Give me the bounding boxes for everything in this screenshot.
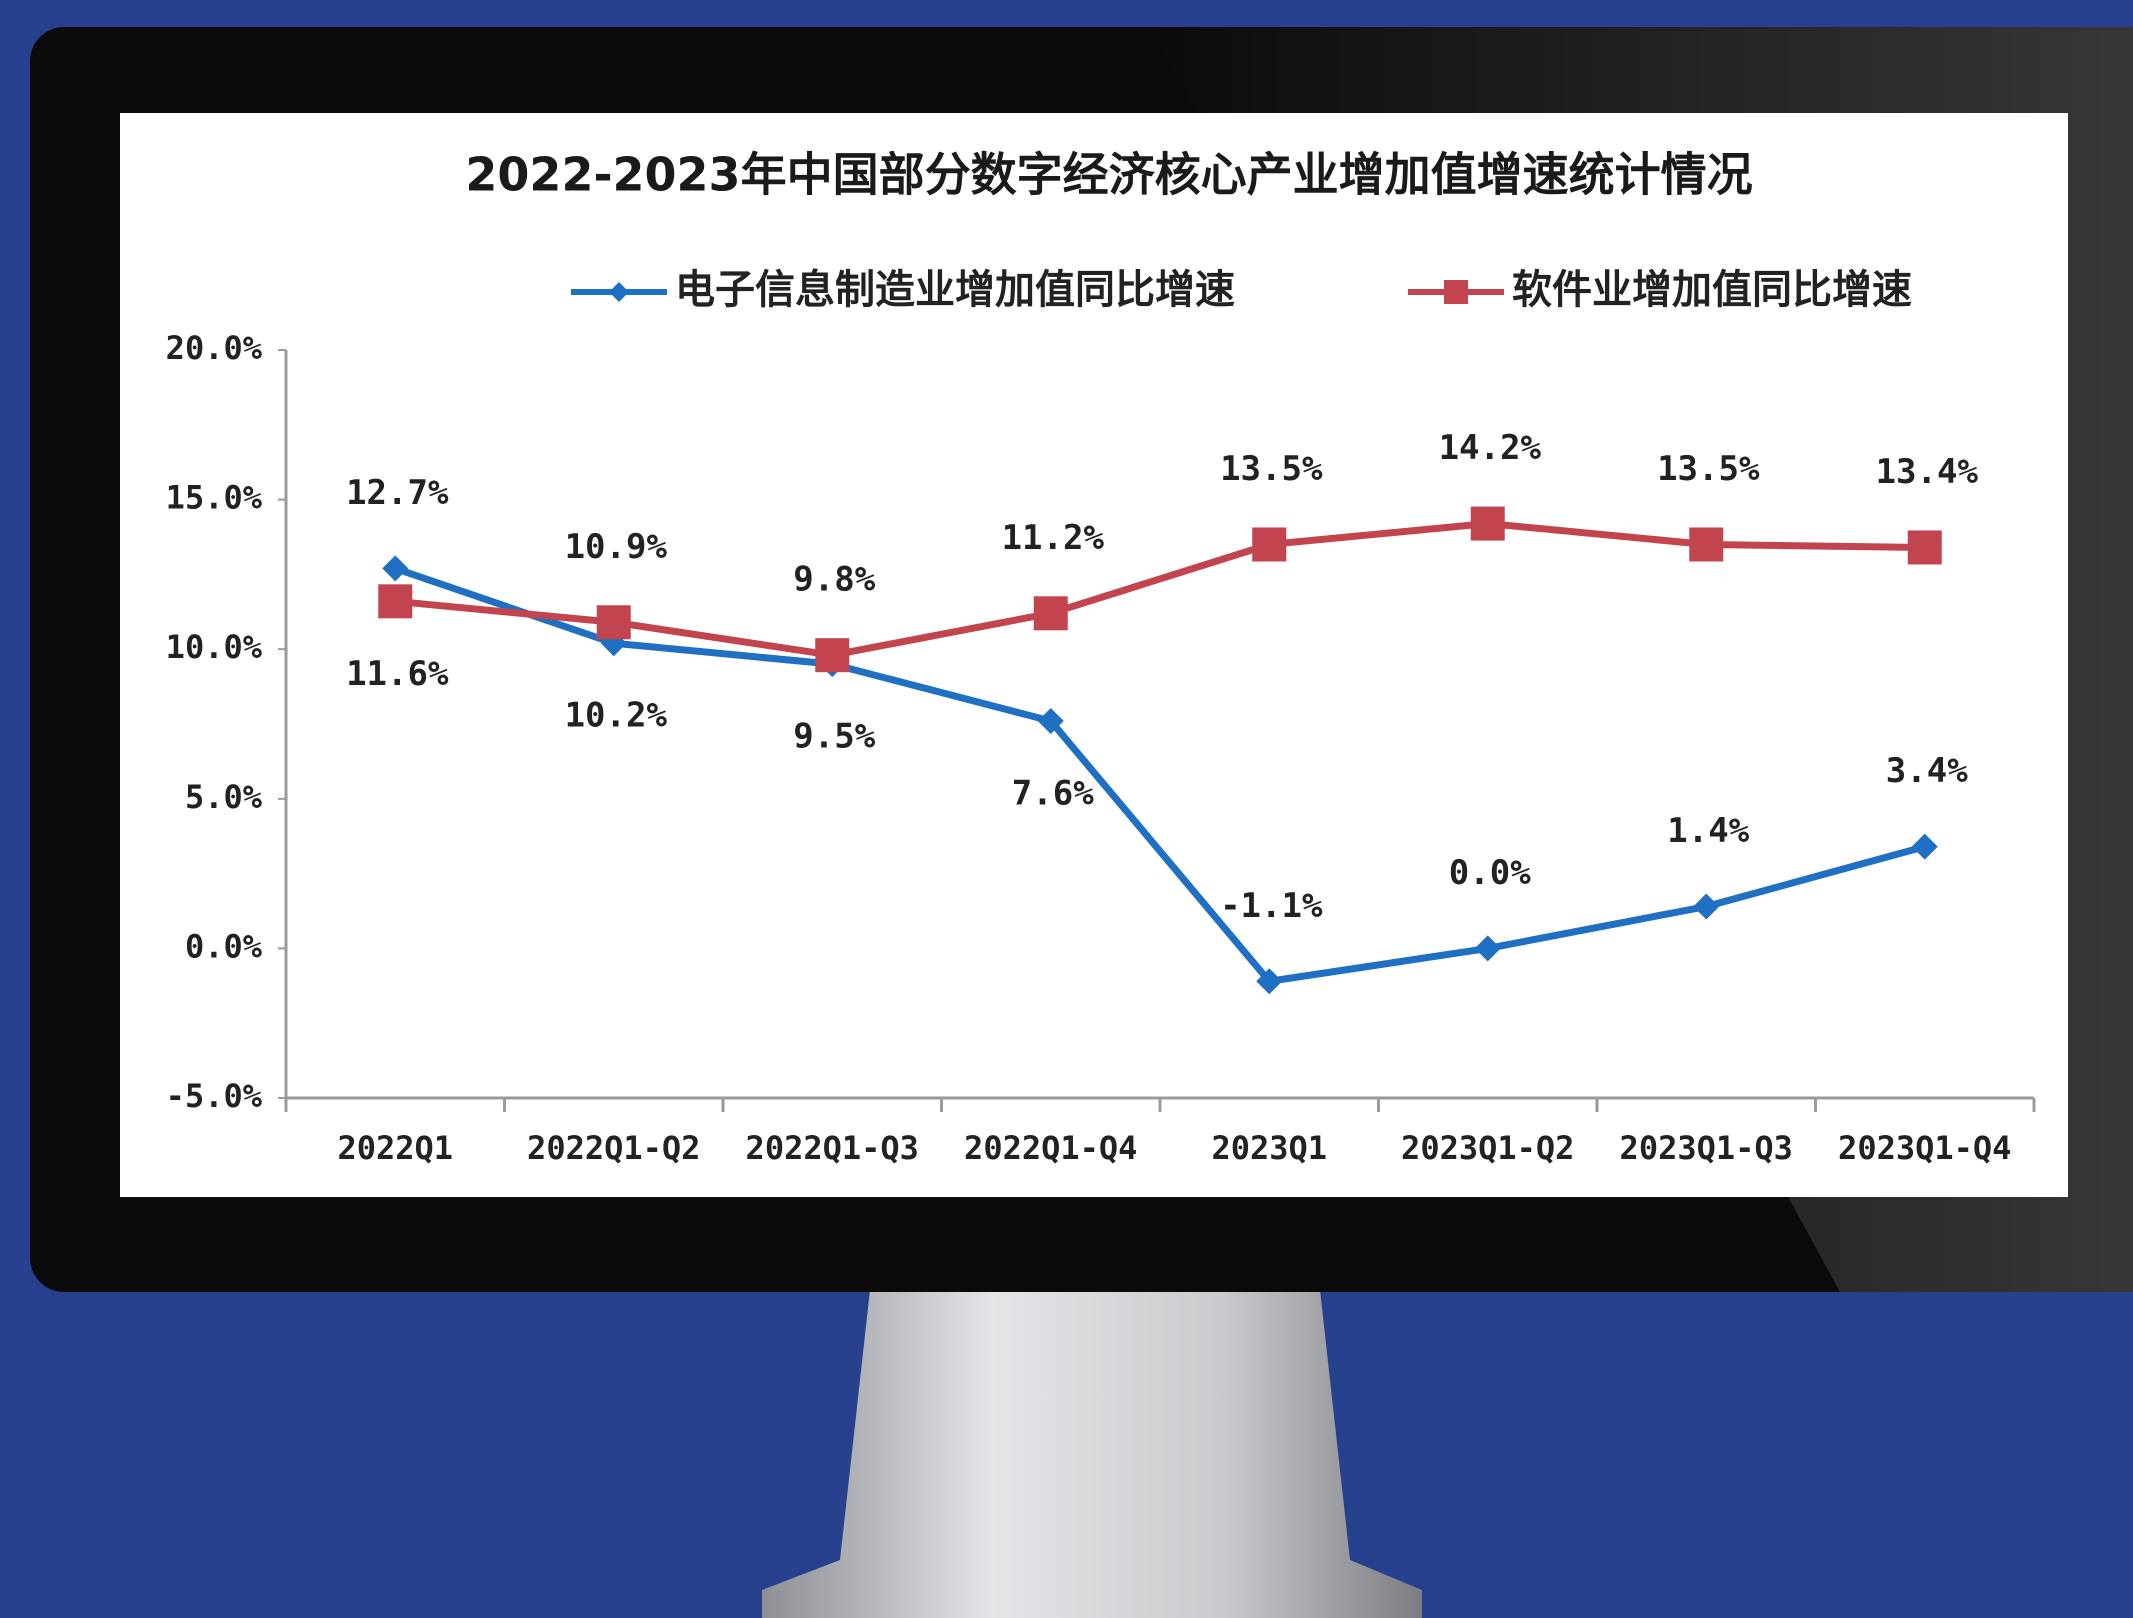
x-tick-label: 2022Q1-Q3 <box>746 1129 919 1167</box>
screen <box>120 113 2068 1197</box>
data-label: 10.9% <box>565 527 668 567</box>
legend-marker <box>609 282 629 302</box>
data-label: 9.5% <box>793 717 875 757</box>
y-tick-label: 5.0% <box>185 778 263 816</box>
data-label: 7.6% <box>1012 774 1094 814</box>
legend-label: 软件业增加值同比增速 <box>1512 267 1912 313</box>
x-tick-label: 2023Q1 <box>1211 1129 1327 1167</box>
y-tick-label: 0.0% <box>185 927 263 965</box>
data-label: 12.7% <box>346 473 449 513</box>
data-label: 13.5% <box>1657 449 1760 489</box>
data-point <box>1689 527 1724 562</box>
y-tick-label: 20.0% <box>166 329 263 367</box>
x-tick-label: 2023Q1-Q3 <box>1620 1129 1793 1167</box>
data-label: 11.6% <box>346 654 449 694</box>
data-label: 14.2% <box>1439 428 1542 468</box>
plot: -5.0% 0.0% 5.0% 10.0% 15.0% 20.0% 2022Q1 2022Q1… <box>166 267 2036 1167</box>
x-tick-label: 2022Q1-Q2 <box>527 1129 700 1167</box>
data-point <box>1470 506 1505 541</box>
x-tick-label: 2023Q1-Q2 <box>1401 1129 1574 1167</box>
x-tick-label: 2022Q1-Q4 <box>964 1129 1137 1167</box>
monitor-stand <box>762 1290 1422 1618</box>
data-label: 10.2% <box>565 696 668 736</box>
data-point <box>1252 527 1287 562</box>
x-tick-label: 2023Q1-Q4 <box>1838 1129 2011 1167</box>
data-point <box>1474 935 1501 962</box>
legend-label: 电子信息制造业增加值同比增速 <box>675 267 1235 313</box>
data-point <box>1037 708 1064 735</box>
data-label: 13.5% <box>1220 449 1323 489</box>
data-point <box>1911 833 1938 860</box>
data-point <box>378 584 413 619</box>
data-label: 9.8% <box>793 560 875 600</box>
data-point <box>382 555 409 582</box>
y-tick-label: -5.0% <box>166 1077 263 1115</box>
data-point <box>1693 893 1720 920</box>
data-label: 0.0% <box>1449 853 1531 893</box>
data-point <box>1256 968 1283 995</box>
data-point <box>596 605 631 640</box>
y-tick-label: 10.0% <box>166 628 263 666</box>
y-tick-label: 15.0% <box>166 479 263 517</box>
data-label: 1.4% <box>1667 811 1749 851</box>
data-point <box>815 638 850 673</box>
x-tick-label: 2022Q1 <box>337 1129 453 1167</box>
data-label: 3.4% <box>1886 751 1968 791</box>
legend-marker <box>1444 280 1468 304</box>
chart-title: 2022-2023年中国部分数字经济核心产业增加值增速统计情况 <box>465 148 1752 202</box>
data-label: 11.2% <box>1002 518 1105 558</box>
data-label: 13.4% <box>1876 452 1979 492</box>
data-label: -1.1% <box>1220 886 1323 926</box>
data-point <box>1033 596 1068 631</box>
series-line <box>394 520 1925 659</box>
series-line <box>394 565 1926 985</box>
data-point <box>1907 530 1942 565</box>
